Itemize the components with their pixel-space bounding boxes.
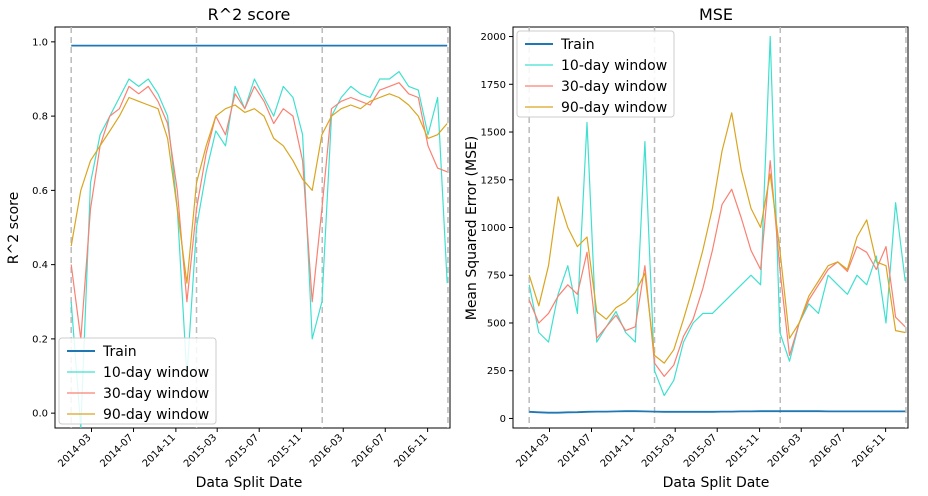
mse-x-tick-label: 2016-03 [766,432,803,469]
mse-series-train [529,410,906,414]
mse-series-w30 [528,160,906,377]
r2-legend-box [58,337,217,425]
mse-y-tick-label: 250 [487,366,506,377]
mse-y-tick-label: 2000 [481,32,506,43]
mse-legend: Train 10-day window 30-day window 90-day wi… [516,30,675,118]
r2-x-tick-label: 2014-07 [98,432,135,469]
mse-legend-label: 30-day window [561,79,667,95]
mse-legend-label: 90-day window [561,100,667,116]
mse-x-tick-label: 2014-07 [556,432,593,469]
mse-x-tick-label: 2015-03 [640,432,677,469]
r2-series-w10 [70,70,448,428]
r2-y-tick-label: 0.4 [32,260,48,271]
r2-legend: Train 10-day window 30-day window 90-day wi… [58,337,217,425]
mse-legend-label: 10-day window [561,58,667,74]
r2-x-tick-label: 2015-11 [266,432,303,469]
r2-axes-frame [54,26,451,429]
mse-y-tick-label: 1500 [481,128,506,139]
mse-x-axis-label: Data Split Date [663,475,770,491]
r2-x-tick-label: 2014-11 [141,432,178,469]
mse-chart-title: MSE [699,5,733,24]
r2-legend-label: 30-day window [103,386,209,402]
r2-chart-title: R^2 score [208,5,291,24]
r2-y-tick-label: 0.6 [32,186,48,197]
r2-x-tick-label: 2016-07 [350,432,387,469]
mse-series-w90 [528,112,906,364]
r2-y-tick-label: 1.0 [32,37,48,48]
r2-x-tick-label: 2015-03 [182,432,219,469]
r2-series-w30 [70,82,448,340]
mse-x-tick-label: 2015-11 [724,432,761,469]
r2-legend-label: Train [102,344,137,360]
mse-y-tick-label: 0 [500,414,506,425]
r2-x-tick-label: 2015-07 [224,432,261,469]
r2-x-axis-label: Data Split Date [196,475,303,491]
mse-x-tick-label: 2014-03 [514,432,551,469]
mse-x-tick-label: 2015-07 [682,432,719,469]
mse-y-tick-label: 1000 [481,223,506,234]
r2-y-tick-label: 0.8 [32,112,48,123]
mse-y-tick-label: 1250 [481,175,506,186]
r2-x-tick-label: 2016-11 [392,432,429,469]
mse-chart: MSE 0 250 500 750 1000 1250 1500 1750 2000 2014-0… [464,5,909,491]
mse-y-axis-label: Mean Squared Error (MSE) [464,136,480,321]
mse-x-tick-label: 2014-11 [599,432,636,469]
r2-legend-label: 10-day window [103,365,209,381]
r2-y-tick-label: 0.2 [32,334,48,345]
r2-x-tick-label: 2016-03 [308,432,345,469]
mse-x-tick-label: 2016-07 [808,432,845,469]
r2-y-axis-label: R^2 score [6,192,22,264]
mse-legend-label: Train [560,37,595,53]
r2-legend-label: 90-day window [103,407,209,423]
mse-legend-box [516,30,675,118]
mse-x-tick-label: 2016-11 [850,432,887,469]
r2-series-w90 [70,93,448,284]
mse-y-tick-label: 750 [487,271,506,282]
r2-y-tick-label: 0.0 [32,409,48,420]
mse-y-tick-label: 1750 [481,80,506,91]
mse-y-tick-label: 500 [487,318,506,329]
r2-x-tick-label: 2014-03 [56,432,93,469]
mse-series-w10 [528,35,906,397]
